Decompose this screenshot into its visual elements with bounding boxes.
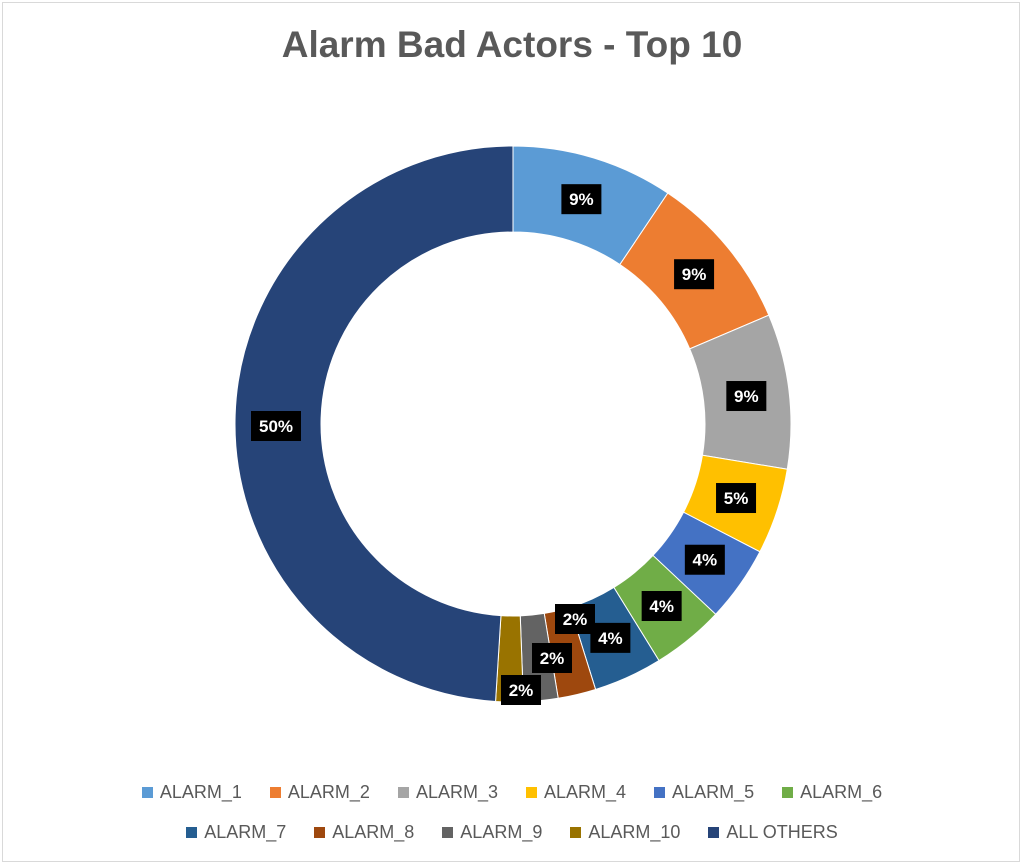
legend-item-alarm-6: ALARM_6 bbox=[782, 782, 882, 803]
legend-swatch bbox=[654, 787, 666, 798]
data-label-text: 9% bbox=[682, 265, 707, 284]
data-label-box bbox=[674, 259, 715, 290]
legend-label: ALARM_2 bbox=[287, 782, 370, 802]
legend-label: ALARM_1 bbox=[159, 782, 242, 802]
legend-label: ALARM_7 bbox=[204, 822, 287, 842]
slice-all-others bbox=[234, 145, 514, 702]
data-label-box bbox=[716, 483, 757, 514]
data-label-box bbox=[501, 675, 541, 705]
legend-swatch bbox=[397, 787, 409, 798]
legend-label: ALARM_6 bbox=[800, 782, 883, 802]
legend-item-alarm-7: ALARM_7 bbox=[186, 822, 286, 843]
legend-swatch bbox=[570, 827, 582, 838]
legend-item-alarm-5: ALARM_5 bbox=[654, 782, 754, 803]
data-label-text: 4% bbox=[693, 551, 718, 570]
legend-item-alarm-8: ALARM_8 bbox=[314, 822, 414, 843]
legend-item-alarm-2: ALARM_2 bbox=[269, 782, 370, 803]
data-label-all-others: 50% bbox=[251, 411, 301, 441]
data-label-text: 5% bbox=[724, 489, 749, 508]
legend-item-all-others: ALL OTHERS bbox=[708, 822, 838, 843]
legend-item-alarm-1: ALARM_1 bbox=[141, 782, 242, 803]
data-label-alarm-8: 2% bbox=[532, 643, 572, 673]
data-label-box bbox=[555, 604, 595, 634]
data-label-alarm-7: 4% bbox=[590, 622, 631, 653]
legend-label: ALARM_8 bbox=[332, 822, 415, 842]
data-label-alarm-10: 2% bbox=[501, 675, 541, 705]
data-label-text: 9% bbox=[734, 387, 759, 406]
legend-label: ALARM_5 bbox=[672, 782, 755, 802]
data-label-text: 4% bbox=[649, 597, 674, 616]
data-label-text: 2% bbox=[509, 681, 534, 700]
data-label-text: 50% bbox=[259, 417, 293, 436]
legend-label: ALARM_3 bbox=[415, 782, 498, 802]
legend-swatch bbox=[708, 827, 720, 838]
legend-item-alarm-9: ALARM_9 bbox=[442, 822, 542, 843]
legend-label: ALARM_4 bbox=[544, 782, 627, 802]
data-label-alarm-3: 9% bbox=[726, 381, 767, 412]
data-label-box bbox=[532, 643, 572, 673]
data-label-box bbox=[590, 622, 631, 653]
data-label-text: 4% bbox=[598, 629, 623, 648]
legend-item-alarm-3: ALARM_3 bbox=[397, 782, 498, 803]
legend-swatch bbox=[782, 787, 794, 798]
chart-title: Alarm Bad Actors - Top 10 bbox=[281, 24, 743, 65]
legend-swatch bbox=[314, 827, 326, 838]
data-label-alarm-4: 5% bbox=[716, 483, 757, 514]
data-label-text: 2% bbox=[563, 610, 588, 629]
legend-swatch bbox=[269, 787, 281, 798]
data-label-box bbox=[641, 591, 682, 622]
data-label-box bbox=[561, 184, 602, 215]
data-label-alarm-9: 2% bbox=[555, 604, 595, 634]
legend-row: ALARM_1 ALARM_2 ALARM_3 ALARM_4 ALARM_5 ALARM… bbox=[0, 782, 1024, 803]
legend-label: ALARM_10 bbox=[588, 822, 681, 842]
legend-row: ALARM_7 ALARM_8 ALARM_9 ALARM_10 ALL OTHERS bbox=[0, 822, 1024, 843]
data-label-box bbox=[684, 544, 725, 575]
legend-item-alarm-4: ALARM_4 bbox=[526, 782, 626, 803]
legend-swatch bbox=[442, 827, 454, 838]
data-label-box bbox=[251, 411, 301, 441]
data-label-box bbox=[726, 381, 767, 412]
data-label-alarm-5: 4% bbox=[684, 544, 725, 575]
legend-label: ALL OTHERS bbox=[726, 822, 838, 842]
legend-label: ALARM_9 bbox=[460, 822, 543, 842]
legend-swatch bbox=[526, 787, 537, 798]
data-label-alarm-2: 9% bbox=[674, 259, 715, 290]
data-label-text: 2% bbox=[540, 649, 565, 668]
legend-swatch bbox=[141, 787, 153, 798]
data-label-alarm-1: 9% bbox=[561, 184, 602, 215]
data-label-alarm-6: 4% bbox=[641, 591, 682, 622]
legend-swatch bbox=[186, 827, 198, 838]
legend-item-alarm-10: ALARM_10 bbox=[570, 822, 680, 843]
data-label-text: 9% bbox=[569, 190, 594, 209]
